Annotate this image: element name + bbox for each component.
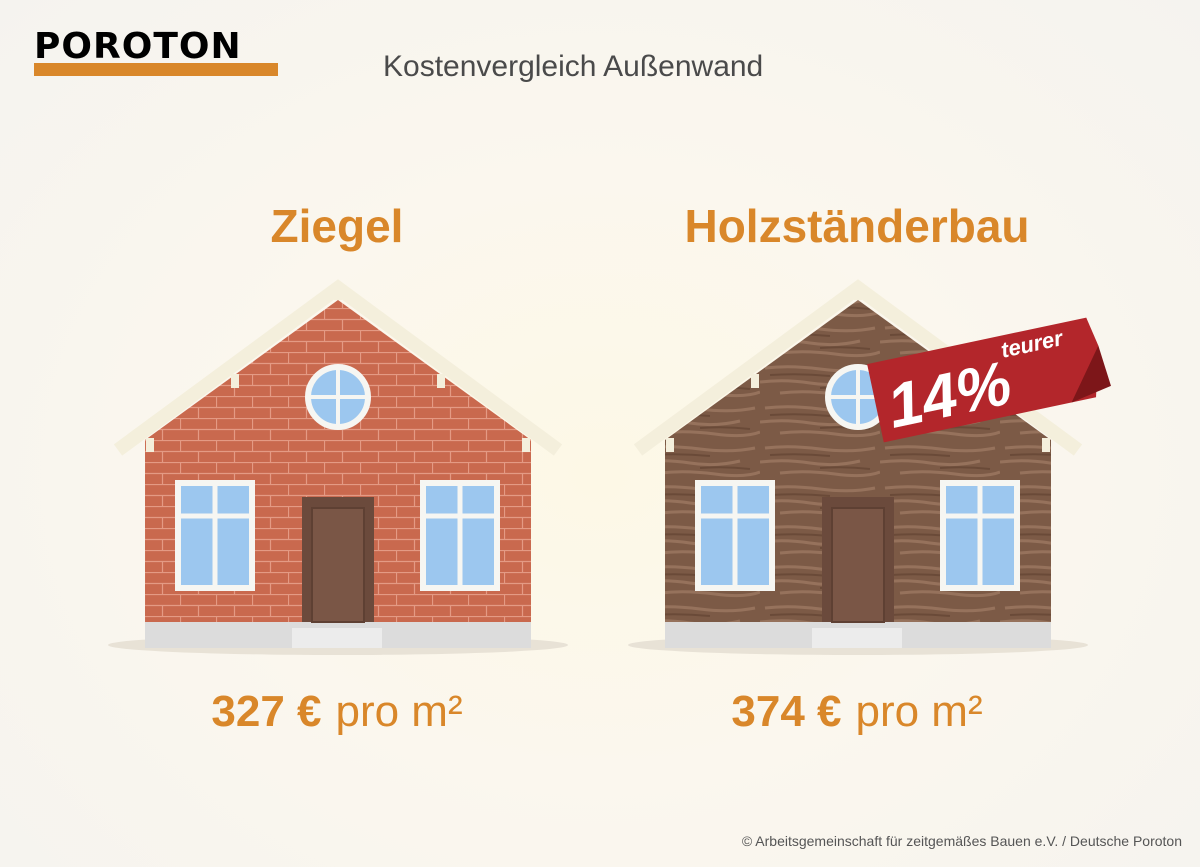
- window-bars: [423, 483, 497, 588]
- footer: © Arbeitsgemeinschaft für zeitgemäßes Ba…: [742, 833, 1182, 849]
- logo-text: POROTON: [34, 26, 242, 67]
- panel-title: Ziegel: [271, 200, 404, 252]
- rafter: [666, 438, 674, 452]
- door: [311, 507, 365, 623]
- rafter: [1042, 438, 1050, 452]
- page-title: Kostenvergleich Außenwand: [383, 50, 763, 83]
- house: [628, 279, 1088, 655]
- price: 327 € pro m²: [211, 687, 462, 736]
- rafter: [522, 438, 530, 452]
- badge-fold: [1071, 345, 1111, 403]
- window-bars: [178, 483, 252, 588]
- roof-peak: [334, 282, 342, 300]
- house: [108, 279, 568, 655]
- rafter: [146, 438, 154, 452]
- logo: POROTON: [34, 26, 278, 76]
- price: 374 € pro m²: [731, 687, 982, 736]
- rafter: [437, 374, 445, 388]
- price-value: 327 €: [211, 687, 321, 736]
- rafter: [751, 374, 759, 388]
- round-window-bars: [308, 367, 368, 427]
- window-bars: [943, 483, 1017, 588]
- price-value: 374 €: [731, 687, 841, 736]
- steps: [292, 628, 382, 648]
- window-bars: [698, 483, 772, 588]
- price-unit: pro m²: [855, 687, 982, 736]
- houses: [108, 279, 1088, 655]
- price-unit: pro m²: [335, 687, 462, 736]
- badge-shape: [867, 317, 1099, 443]
- panel-title: Holzständerbau: [684, 200, 1029, 252]
- badge: 14% teurer: [867, 317, 1111, 443]
- logo-bar: [34, 63, 278, 76]
- roof-peak: [854, 282, 862, 300]
- rafter: [231, 374, 239, 388]
- door: [831, 507, 885, 623]
- steps: [812, 628, 902, 648]
